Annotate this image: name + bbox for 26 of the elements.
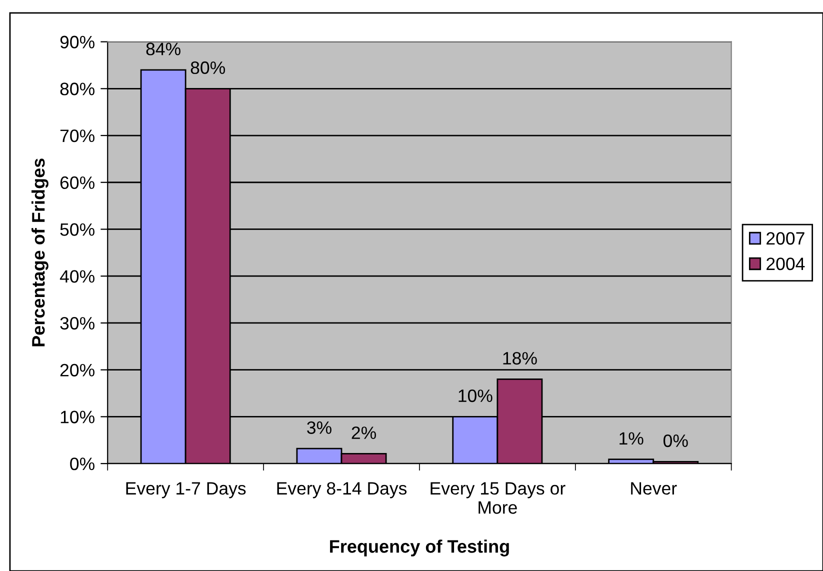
y-tick-label: 80%	[60, 82, 94, 96]
y-tick-label: 90%	[60, 36, 94, 48]
x-tick-label: Every 8-14 Days	[277, 482, 407, 498]
y-tick-label: 0%	[70, 458, 94, 470]
y-tick-label: 60%	[60, 176, 94, 189]
y-tick-label: 30%	[60, 317, 94, 330]
data-label: 1%	[620, 432, 644, 445]
y-tick-label: 70%	[60, 130, 94, 142]
data-label: 3%	[307, 421, 332, 434]
data-label: 18%	[503, 352, 537, 365]
x-axis-title: Frequency of Testing	[330, 540, 509, 556]
y-tick-label: 20%	[60, 364, 94, 376]
legend-label: 2004	[766, 258, 805, 270]
y-tick-label: 40%	[60, 270, 94, 283]
x-tick-label: Every 1-7 Days	[126, 482, 246, 498]
y-tick-label: 50%	[60, 223, 94, 236]
data-label: 2%	[352, 426, 376, 440]
y-tick-label: 10%	[60, 410, 94, 424]
x-tick-label: Every 15 Days or More	[430, 482, 566, 514]
data-label: 10%	[458, 389, 492, 402]
legend-label: 2007	[766, 232, 804, 245]
data-label: 0%	[663, 434, 688, 448]
data-label: 80%	[190, 61, 226, 74]
x-tick-label: Never	[631, 482, 677, 495]
y-axis-title: Percentage of Fridges	[32, 158, 48, 346]
data-label: 84%	[146, 42, 180, 56]
